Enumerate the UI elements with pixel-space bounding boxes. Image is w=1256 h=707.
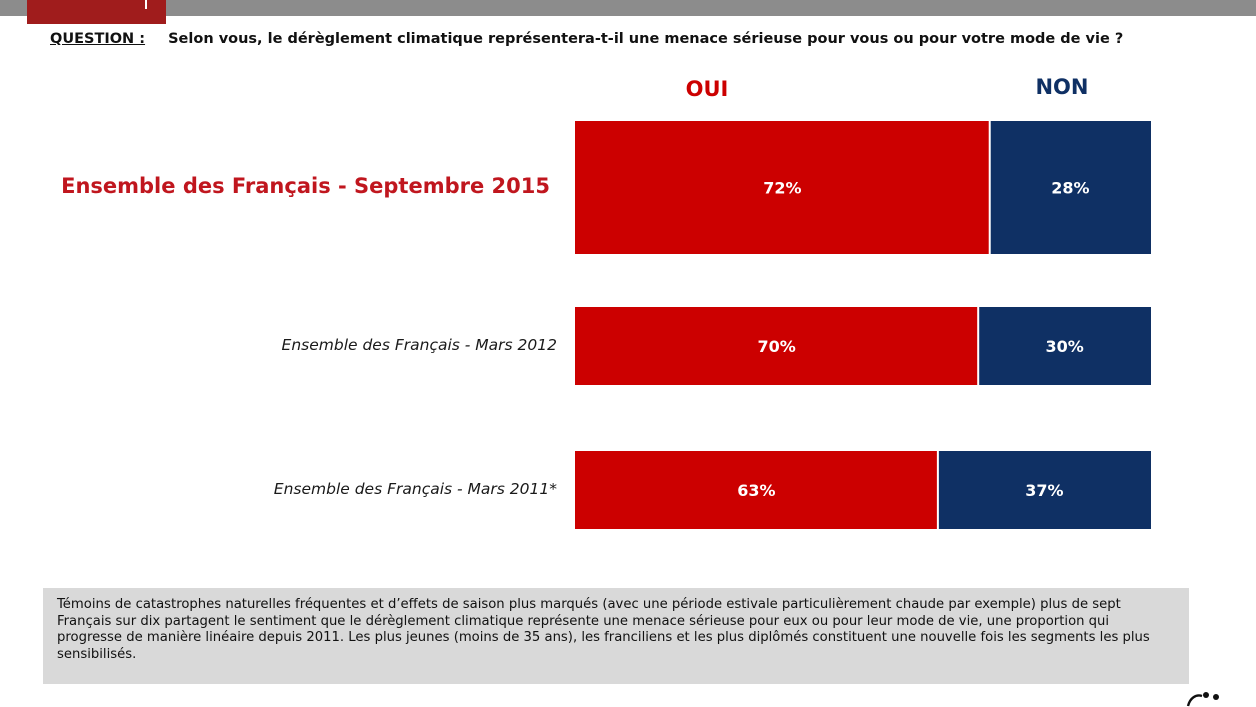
question-label: QUESTION :	[50, 31, 146, 47]
bar-label-oui-mars-2011: 63%	[737, 481, 775, 500]
bar-oui-mars-2011	[575, 451, 938, 529]
bar-label-non-mars-2012: 30%	[1045, 337, 1083, 356]
bar-non-mars-2012	[978, 307, 1151, 385]
question: QUESTION : Selon vous, le dérèglement cl…	[50, 31, 1123, 47]
row-label-mars-2011: Ensemble des Français - Mars 2011*	[273, 480, 557, 498]
header-tab	[27, 0, 166, 24]
bar-non-sept-2015	[989, 121, 1151, 254]
logo-icon	[1186, 692, 1219, 707]
bar-separator-sept-2015	[988, 121, 991, 254]
bar-separator-mars-2012	[977, 307, 980, 385]
bar-label-non-sept-2015: 28%	[1051, 179, 1089, 198]
legend-non: NON	[1035, 75, 1089, 99]
bar-separator-mars-2011	[936, 451, 939, 529]
bar-label-oui-mars-2012: 70%	[757, 337, 795, 356]
header-bar	[0, 0, 1256, 16]
legend-oui: OUI	[685, 77, 729, 101]
bar-label-non-mars-2011: 37%	[1025, 481, 1063, 500]
row-label-sept-2015: Ensemble des Français - Septembre 2015	[61, 174, 550, 198]
bar-non-mars-2011	[937, 451, 1151, 529]
bar-label-oui-sept-2015: 72%	[763, 179, 801, 198]
footer-strip	[30, 698, 1130, 707]
note-box: Témoins de catastrophes naturelles fréqu…	[43, 588, 1189, 684]
question-text: Selon vous, le dérèglement climatique re…	[168, 31, 1124, 47]
bar-oui-mars-2012	[575, 307, 979, 385]
header-tab-mark	[145, 0, 147, 9]
note-text: Témoins de catastrophes naturelles fréqu…	[57, 597, 1150, 662]
row-label-mars-2012: Ensemble des Français - Mars 2012	[281, 336, 557, 354]
bar-oui-sept-2015	[575, 121, 990, 254]
